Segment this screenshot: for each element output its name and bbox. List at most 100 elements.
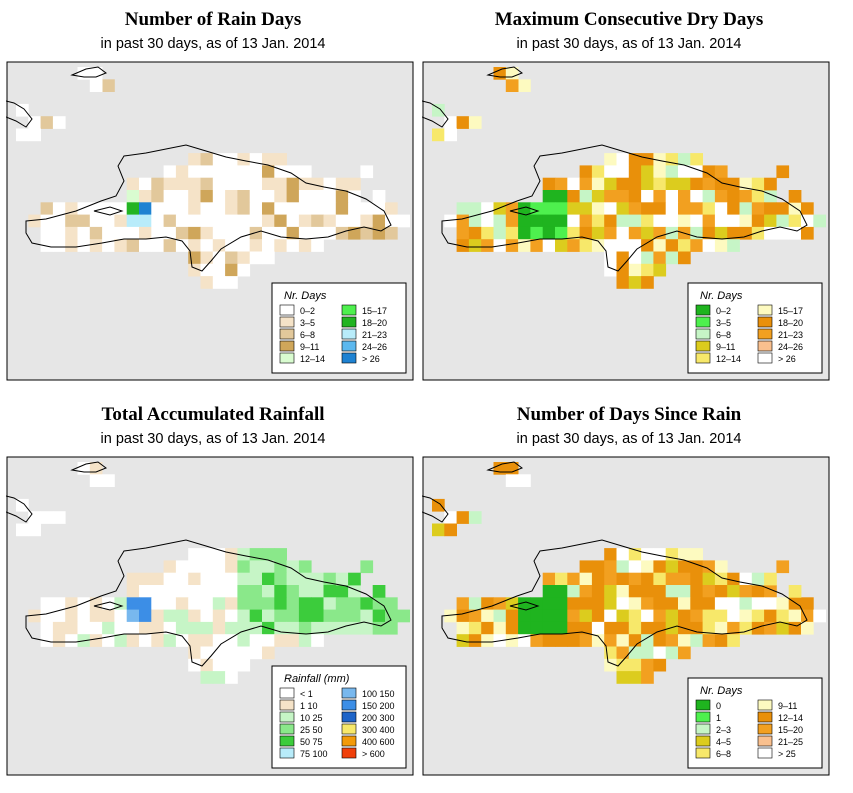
grid-cell (702, 202, 716, 215)
grid-cell (628, 621, 642, 635)
grid-cell (286, 202, 300, 215)
grid-cell (385, 214, 398, 228)
grid-cell (591, 190, 605, 203)
grid-cell (212, 226, 226, 240)
grid-cell (653, 177, 667, 191)
grid-cell (579, 239, 593, 252)
grid-cell (175, 239, 189, 252)
grid-cell (212, 634, 226, 647)
grid-cell (298, 239, 312, 252)
grid-cell (542, 214, 556, 228)
grid-cell (653, 263, 667, 277)
grid-cell (286, 621, 300, 635)
grid-cell (89, 214, 103, 228)
grid-cell (591, 572, 605, 586)
grid-cell (311, 214, 324, 228)
grid-cell (249, 597, 263, 610)
grid-cell (518, 79, 531, 92)
legend-label: 24–26 (362, 342, 387, 352)
grid-cell (481, 239, 494, 252)
grid-cell (114, 239, 128, 252)
grid-cell (163, 560, 177, 574)
grid-cell (468, 597, 482, 610)
grid-cell (65, 621, 78, 635)
grid-cell (641, 239, 654, 252)
grid-cell (481, 609, 494, 623)
grid-cell (456, 214, 470, 228)
legend-label: 15–17 (778, 306, 803, 316)
legend-swatch (279, 328, 295, 340)
grid-cell (432, 523, 445, 537)
grid-cell (52, 634, 66, 647)
grid-cell (493, 621, 507, 635)
grid-cell (212, 202, 226, 215)
grid-cell (286, 597, 300, 610)
grid-cell (764, 177, 777, 191)
grid-cell (225, 177, 238, 191)
grid-cell (739, 214, 753, 228)
grid-cell (237, 585, 251, 598)
grid-cell (175, 621, 189, 635)
grid-cell (163, 634, 177, 647)
grid-cell (139, 572, 152, 586)
grid-cell (200, 251, 214, 265)
grid-cell (175, 226, 189, 240)
grid-cell (225, 190, 238, 203)
grid-cell (665, 177, 679, 191)
legend-label: 300 400 (362, 725, 395, 735)
legend-swatch (341, 711, 357, 723)
legend-swatch (757, 352, 773, 364)
lake (93, 206, 124, 216)
grid-cell (237, 226, 251, 240)
grid-cell (579, 214, 593, 228)
grid-cell (690, 548, 703, 561)
grid-cell (126, 597, 140, 610)
legend-label: < 1 (300, 689, 313, 699)
grid-cell (298, 190, 312, 203)
grid-cell (225, 276, 238, 289)
legend-label: > 26 (362, 354, 380, 364)
grid-cell (102, 202, 115, 215)
grid-cell (493, 226, 507, 240)
grid-cell (151, 585, 164, 598)
grid-cell (200, 190, 214, 203)
grid-cell (678, 153, 691, 166)
legend-swatch (695, 340, 711, 352)
legend-label: 100 150 (362, 689, 395, 699)
grid-cell (542, 609, 556, 623)
grid-cell (188, 621, 201, 635)
grid-cell (28, 128, 41, 142)
grid-cell (604, 190, 617, 203)
grid-cell (776, 202, 790, 215)
grid-cell (665, 214, 679, 228)
grid-cell (591, 165, 605, 179)
grid-cell (323, 202, 337, 215)
grid-cell (360, 226, 374, 240)
legend-swatch (341, 304, 357, 316)
grid-cell (249, 239, 263, 252)
grid-cell (555, 202, 568, 215)
legend-swatch (757, 723, 773, 735)
grid-cell (702, 239, 716, 252)
grid-cell (262, 585, 275, 598)
grid-cell (628, 202, 642, 215)
grid-cell (102, 609, 115, 623)
grid-cell (274, 548, 287, 561)
grid-cell (286, 560, 300, 574)
grid-cell (776, 621, 790, 635)
grid-cell (579, 585, 593, 598)
grid-cell (702, 165, 716, 179)
grid-cell (678, 609, 691, 623)
grid-cell (481, 634, 494, 647)
grid-cell (788, 214, 802, 228)
grid-cell (542, 239, 556, 252)
grid-cell (641, 658, 654, 672)
grid-cell (335, 177, 349, 191)
grid-cell (690, 585, 703, 598)
grid-cell (604, 572, 617, 586)
grid-cell (249, 572, 263, 586)
grid-cell (89, 79, 103, 92)
grid-cell (225, 263, 238, 277)
grid-cell (653, 572, 667, 586)
grid-cell (432, 128, 445, 142)
